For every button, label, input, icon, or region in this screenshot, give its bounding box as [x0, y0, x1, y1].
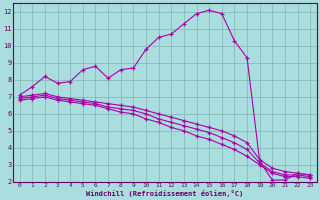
X-axis label: Windchill (Refroidissement éolien,°C): Windchill (Refroidissement éolien,°C)	[86, 190, 244, 197]
